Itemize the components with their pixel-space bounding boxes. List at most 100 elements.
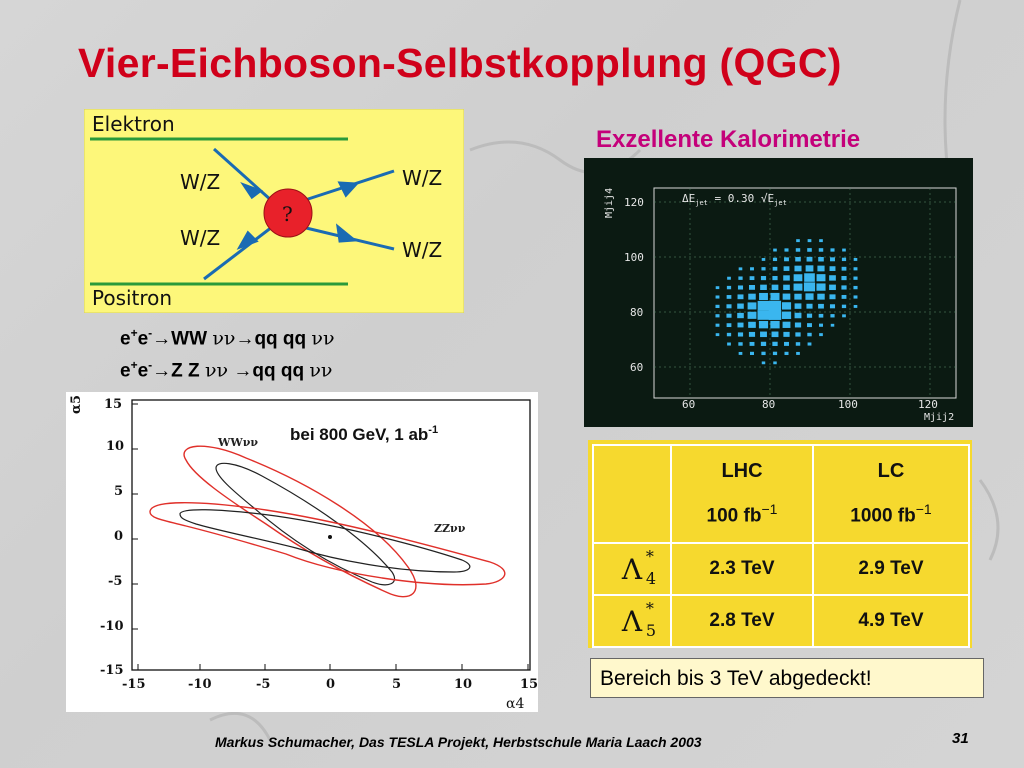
arrow-right-lower	[335, 223, 358, 243]
calo-cell	[829, 294, 836, 300]
x-axis-label: α4	[506, 696, 524, 712]
table-cell-lhc: 2.8 TeV	[670, 594, 814, 648]
reaction-list: e+e-→WW νν→qq qq νν e+e-→Z Z νν →qq qq ν…	[120, 320, 335, 385]
calo-cell	[819, 323, 823, 327]
calo-cell	[830, 323, 835, 327]
x-tick-label: 15	[520, 677, 538, 692]
charge-2: -	[148, 326, 153, 340]
y-tick-label: -15	[100, 663, 124, 678]
calo-cell	[796, 351, 800, 355]
calo-frame	[653, 187, 957, 399]
calo-cell	[830, 248, 835, 252]
calo-cell	[737, 294, 744, 300]
calo-cell	[783, 331, 790, 337]
calo-cell	[793, 274, 803, 282]
calo-cell	[841, 257, 847, 262]
calo-cell	[737, 312, 744, 319]
table-cell-lhc: 2.3 TeV	[670, 542, 814, 596]
calo-cell	[758, 321, 769, 329]
reaction-zz: e+e-→Z Z νν →qq qq νν	[120, 352, 335, 384]
calo-cell	[816, 274, 826, 282]
calo-cell	[761, 351, 766, 356]
calo-cell	[853, 267, 858, 271]
wz-left-upper-label: W/Z	[180, 170, 220, 194]
calo-cell	[782, 293, 791, 300]
calo-cell	[760, 276, 767, 281]
calo-cell	[737, 285, 744, 290]
calo-cell	[726, 285, 732, 290]
table-header-row: LHC 100 fb−1 LC 1000 fb−1	[592, 444, 970, 544]
column-lumi: 100 fb−1	[672, 501, 812, 527]
lumi-exponent: −1	[761, 501, 778, 518]
arrow-left-lower	[236, 230, 259, 250]
calo-cell	[795, 248, 801, 252]
neutrinos-2b: νν	[309, 359, 333, 382]
column-name: LC	[877, 460, 905, 483]
calo-cell	[806, 313, 813, 318]
calo-cell	[816, 283, 826, 291]
calo-cell	[784, 257, 789, 262]
row-symbol-cell: Λ * 5	[592, 594, 672, 648]
x-tick-label: 10	[454, 677, 472, 692]
calo-cell	[715, 286, 720, 290]
calo-cell	[830, 257, 835, 262]
table-corner-cell	[592, 444, 672, 544]
calo-cell	[726, 304, 732, 309]
calo-cell	[759, 292, 768, 301]
calo-cell	[795, 332, 801, 337]
calo-cell	[760, 341, 767, 346]
x-tick-label: 5	[392, 677, 401, 692]
column-header-lhc: LHC 100 fb−1	[670, 444, 814, 544]
calo-cell	[726, 295, 732, 299]
calo-cell	[795, 257, 801, 262]
calo-cell	[771, 331, 779, 338]
calo-cell	[749, 341, 755, 346]
y-tick-label: 15	[104, 397, 122, 412]
calo-cell	[794, 322, 802, 328]
calo-cell	[738, 267, 743, 271]
calo-cell	[818, 303, 824, 309]
calo-cell	[772, 351, 778, 356]
calo-cells	[715, 239, 858, 365]
calo-cell	[760, 284, 767, 291]
wz-right-lower-label: W/Z	[402, 238, 442, 262]
plot-annotation: bei 800 GeV, 1 ab-1	[290, 424, 438, 444]
calo-cell	[715, 333, 720, 337]
calo-cell	[807, 248, 812, 252]
calo-cell	[773, 361, 777, 365]
calo-cell	[772, 257, 778, 262]
table-cell-lc: 4.9 TeV	[812, 594, 970, 648]
lambda-index: 4	[645, 568, 657, 588]
calo-cell	[783, 275, 790, 281]
calo-y-label: Mjij4	[604, 188, 615, 218]
calo-cell	[830, 314, 835, 318]
beam-2: e	[137, 328, 149, 350]
calo-cell	[841, 294, 847, 299]
x-tick-label: -10	[188, 677, 212, 692]
wz-left-lower-label: W/Z	[180, 226, 220, 250]
calo-cell	[795, 342, 801, 346]
beam-1: e	[120, 360, 131, 382]
calo-cell	[727, 342, 731, 346]
quarks-1: qq qq	[254, 328, 312, 350]
zz-inner-contour	[179, 509, 471, 573]
calo-cell	[749, 285, 755, 290]
calo-cell	[841, 276, 847, 281]
lumi-value: 100 fb	[706, 505, 762, 527]
calo-annotation-sub: jet	[695, 199, 708, 207]
table-row: Λ * 4 2.3 TeV 2.9 TeV	[592, 542, 970, 596]
calo-x-tick: 80	[762, 398, 775, 411]
calo-cell	[749, 351, 755, 356]
calo-cell	[842, 314, 846, 318]
calo-cell	[781, 302, 792, 310]
calo-cell	[853, 258, 858, 261]
calo-cell	[773, 248, 777, 252]
calo-cell	[853, 285, 858, 290]
ww-outer-contour	[183, 445, 417, 598]
lumi-exponent: −1	[915, 501, 932, 518]
column-header-lc: LC 1000 fb−1	[812, 444, 970, 544]
calo-cell	[715, 304, 720, 309]
calo-cell	[768, 309, 782, 320]
arrow-left-upper	[240, 181, 264, 200]
y-axis-label: α5	[69, 395, 84, 414]
